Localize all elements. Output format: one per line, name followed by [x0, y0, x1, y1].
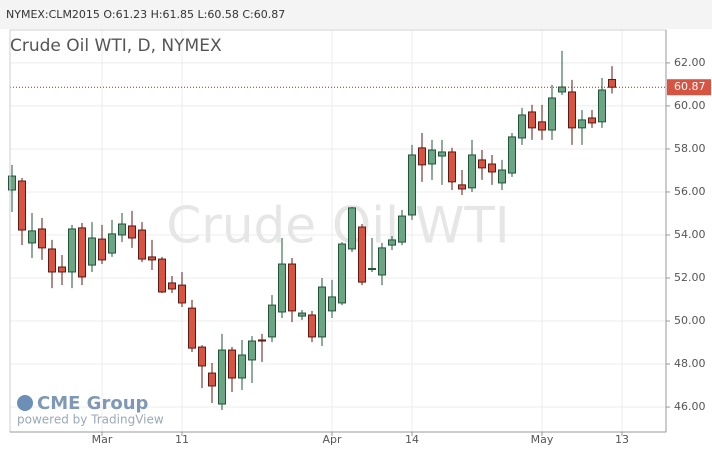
candle-body: [458, 184, 466, 190]
candle-body: [348, 207, 356, 250]
candle-body: [48, 248, 56, 273]
candle-body: [218, 349, 226, 405]
x-tick-label: Apr: [322, 433, 342, 446]
candle-body: [368, 268, 376, 271]
candle-body: [338, 243, 346, 304]
candle-body: [438, 151, 446, 157]
logo: CME Group powered by TradingView: [17, 393, 164, 427]
candle-body: [578, 119, 586, 129]
candle-body: [308, 314, 316, 338]
candle-body: [8, 175, 16, 191]
y-tick-label: 58.00: [674, 142, 706, 155]
candle-body: [528, 111, 536, 129]
candle-body: [598, 89, 606, 123]
candle-body: [588, 117, 596, 124]
x-tick-label: 13: [615, 433, 629, 446]
candle-body: [318, 286, 326, 338]
candle-body: [108, 233, 116, 254]
candle-body: [178, 284, 186, 304]
candle-body: [258, 339, 266, 342]
candle-body: [228, 349, 236, 379]
candle-body: [168, 282, 176, 290]
candles: [8, 50, 666, 411]
candle-body: [138, 229, 146, 260]
candle-body: [238, 354, 246, 379]
candle-body: [548, 97, 556, 131]
x-tick-label: May: [531, 433, 554, 446]
last-price-box: [667, 79, 711, 96]
candle-body: [538, 121, 546, 131]
candle-body: [158, 258, 166, 293]
chart-title: Crude Oil WTI, D, NYMEX: [10, 36, 222, 56]
candle-body: [608, 78, 616, 88]
candle-body: [268, 304, 276, 338]
candle-body: [298, 312, 306, 317]
candle-body: [328, 296, 336, 312]
candle-body: [208, 372, 216, 387]
header-ohlc: NYMEX:CLM2015 O:61.23 H:61.85 L:60.58 C:…: [6, 8, 285, 21]
candle-body: [488, 163, 496, 173]
y-tick-label: 48.00: [674, 357, 706, 370]
header-bar: [0, 0, 712, 29]
candle-body: [378, 247, 386, 276]
y-tick-label: 56.00: [674, 185, 706, 198]
y-tick-label: 60.00: [674, 99, 706, 112]
candle-body: [188, 307, 196, 349]
x-tick-label: 11: [175, 433, 189, 446]
candle-body: [88, 237, 96, 266]
y-tick-label: 50.00: [674, 314, 706, 327]
candle-body: [68, 228, 76, 273]
candle-body: [198, 346, 206, 367]
logo-icon: [17, 395, 33, 411]
y-tick-label: 54.00: [674, 228, 706, 241]
powered-by: powered by TradingView: [17, 413, 164, 427]
candle-body: [98, 238, 106, 261]
y-tick-label: 62.00: [674, 56, 706, 69]
candle-body: [498, 169, 506, 184]
candle-body: [428, 149, 436, 165]
candle-body: [568, 91, 576, 129]
candle-body: [398, 215, 406, 243]
axes: 46.00 48.00 50.00 52.00 54.00 56.00 58.00 60.00…: [92, 56, 711, 446]
logo-text: CME Group: [37, 393, 149, 414]
candle-body: [478, 159, 486, 169]
candle-body: [468, 154, 476, 189]
candle-body: [118, 223, 126, 236]
candle-body: [388, 239, 396, 246]
y-tick-label: 46.00: [674, 400, 706, 413]
candle-body: [358, 226, 366, 283]
y-tick-label: 52.00: [674, 271, 706, 284]
candle-body: [148, 256, 156, 261]
candle-body: [448, 151, 456, 183]
candle-body: [558, 86, 566, 93]
candle-body: [78, 227, 86, 278]
last-price-label: 60.87: [674, 80, 706, 93]
candle-body: [58, 266, 66, 273]
x-tick-label: 14: [405, 433, 419, 446]
candle-body: [418, 147, 426, 166]
candle-body: [278, 263, 286, 313]
candle-body: [128, 225, 136, 239]
candle-body: [18, 180, 26, 231]
candle-body: [508, 136, 516, 174]
candle-body: [38, 228, 46, 249]
candle-body: [288, 263, 296, 312]
candle-body: [28, 230, 36, 244]
candle-body: [408, 154, 416, 216]
candle-body: [518, 114, 526, 139]
x-tick-label: Mar: [92, 433, 113, 446]
candle-body: [248, 340, 256, 361]
